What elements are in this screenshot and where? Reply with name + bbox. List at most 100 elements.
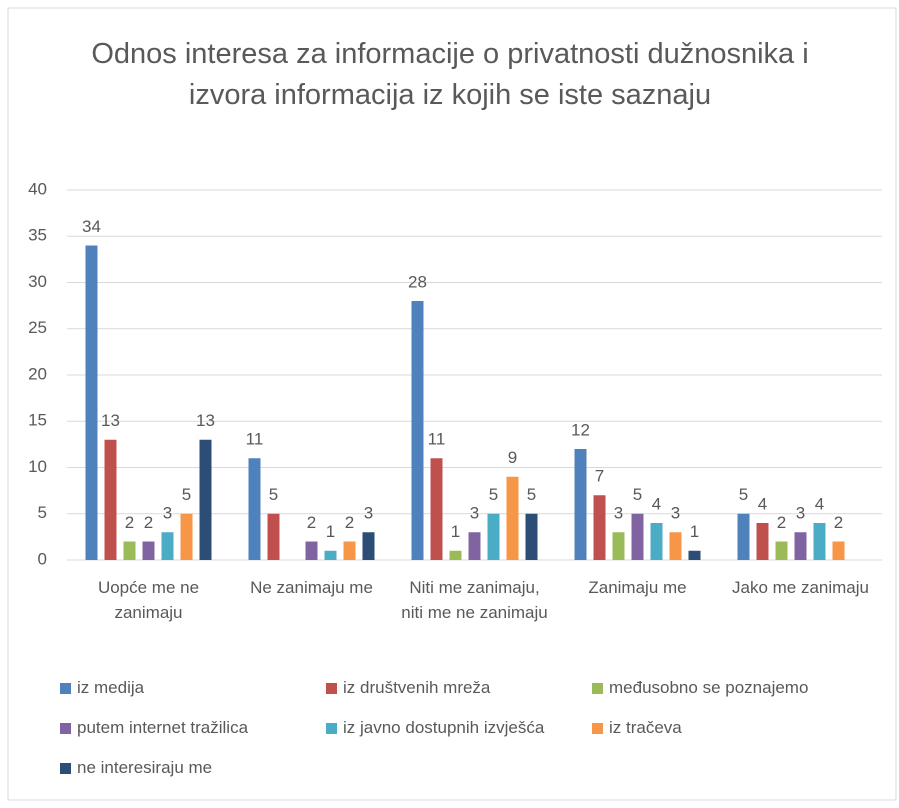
bar bbox=[123, 541, 136, 560]
data-label: 11 bbox=[246, 430, 264, 449]
legend-swatch bbox=[60, 722, 71, 734]
legend-item: iz medija bbox=[60, 668, 326, 708]
legend-swatch bbox=[592, 682, 603, 694]
legend-label: iz medija bbox=[77, 678, 145, 697]
data-label: 2 bbox=[125, 513, 134, 532]
data-label: 4 bbox=[815, 494, 824, 513]
legend-item: iz društvenih mreža bbox=[326, 668, 592, 708]
data-label: 3 bbox=[671, 504, 680, 523]
x-tick-label: Jako me zanimaju bbox=[731, 578, 869, 597]
chart-title: Odnos interesa za informacije o privatno… bbox=[91, 38, 809, 111]
legend-swatch bbox=[60, 682, 71, 694]
data-label: 28 bbox=[408, 272, 427, 291]
data-label: 2 bbox=[777, 513, 786, 532]
bar bbox=[756, 523, 769, 560]
data-label: 9 bbox=[508, 448, 517, 467]
data-label: 4 bbox=[758, 494, 767, 513]
bar bbox=[593, 495, 606, 560]
y-tick-label: 5 bbox=[38, 503, 47, 522]
y-tick-label: 30 bbox=[28, 272, 47, 291]
data-label: 34 bbox=[82, 217, 101, 236]
legend-swatch bbox=[326, 722, 337, 734]
bar bbox=[650, 523, 663, 560]
data-label: 3 bbox=[614, 504, 623, 523]
data-label: 5 bbox=[633, 485, 642, 504]
bar bbox=[449, 550, 462, 560]
chart-frame bbox=[7, 7, 897, 801]
legend-item: iz tračeva bbox=[592, 708, 858, 748]
x-tick-label: Uopće me ne zanimaju bbox=[97, 578, 200, 622]
y-tick-label: 20 bbox=[28, 364, 47, 383]
legend-label: međusobno se poznajemo bbox=[609, 678, 809, 697]
data-label: 5 bbox=[269, 485, 278, 504]
bar bbox=[631, 513, 644, 560]
legend-box: iz medija iz društvenih mreža međusobno se… bbox=[60, 668, 890, 788]
bar bbox=[142, 541, 155, 560]
bar bbox=[104, 439, 117, 560]
legend-label: ne interesiraju me bbox=[77, 758, 213, 777]
bar bbox=[180, 513, 193, 560]
data-label: 13 bbox=[196, 411, 215, 430]
x-tick-box: Uopće me ne zanimaju bbox=[97, 578, 200, 622]
data-label: 2 bbox=[144, 513, 153, 532]
bar bbox=[324, 550, 337, 560]
x-tick-box: Ne zanimaju me bbox=[250, 578, 373, 597]
bar bbox=[161, 532, 174, 560]
x-tick-label: Zanimaju me bbox=[588, 578, 687, 597]
data-label: 1 bbox=[451, 522, 460, 541]
bar bbox=[468, 532, 481, 560]
legend-label: iz društvenih mreža bbox=[343, 678, 491, 697]
data-label: 3 bbox=[796, 504, 805, 523]
bar bbox=[199, 439, 212, 560]
data-label: 5 bbox=[489, 485, 498, 504]
x-tick-label: Ne zanimaju me bbox=[250, 578, 373, 597]
legend-label: putem internet tražilica bbox=[77, 718, 249, 737]
legend-label: iz tračeva bbox=[609, 718, 682, 737]
bar bbox=[430, 458, 443, 560]
y-tick-label: 35 bbox=[28, 226, 47, 245]
legend-item: iz javno dostupnih izvješća bbox=[326, 708, 592, 748]
data-label: 3 bbox=[364, 504, 373, 523]
bar bbox=[832, 541, 845, 560]
bar bbox=[267, 513, 280, 560]
data-label: 11 bbox=[428, 430, 446, 449]
legend-swatch bbox=[60, 762, 71, 774]
x-tick-box: Jako me zanimaju bbox=[731, 578, 869, 597]
x-tick-box: Niti me zanimaju, niti me ne zanimaju bbox=[401, 578, 548, 622]
legend-item: međusobno se poznajemo bbox=[592, 668, 858, 708]
bar bbox=[737, 513, 750, 560]
bar bbox=[362, 532, 375, 560]
data-label: 3 bbox=[470, 504, 479, 523]
bar bbox=[506, 476, 519, 560]
data-label: 2 bbox=[307, 513, 316, 532]
y-tick-label: 40 bbox=[28, 179, 47, 198]
data-label: 7 bbox=[595, 467, 604, 486]
legend-label: iz javno dostupnih izvješća bbox=[343, 718, 545, 737]
bar bbox=[669, 532, 682, 560]
y-tick-label: 25 bbox=[28, 318, 47, 337]
bar bbox=[487, 513, 500, 560]
y-tick-label: 15 bbox=[28, 411, 47, 430]
y-tick-label: 0 bbox=[38, 549, 47, 568]
data-label: 3 bbox=[163, 504, 172, 523]
bar bbox=[85, 245, 98, 560]
bar bbox=[612, 532, 625, 560]
data-label: 2 bbox=[834, 513, 843, 532]
bar bbox=[525, 513, 538, 560]
legend: iz medija iz društvenih mreža međusobno se… bbox=[60, 668, 890, 788]
legend-item: ne interesiraju me bbox=[60, 748, 326, 788]
legend-swatch bbox=[326, 682, 337, 694]
legend-swatch bbox=[592, 722, 603, 734]
title-box: Odnos interesa za informacije o privatno… bbox=[91, 38, 809, 111]
bar bbox=[411, 301, 424, 560]
data-label: 13 bbox=[101, 411, 120, 430]
bar bbox=[248, 458, 261, 560]
data-label: 5 bbox=[739, 485, 748, 504]
x-tick-label: Niti me zanimaju, niti me ne zanimaju bbox=[401, 578, 548, 622]
bar bbox=[343, 541, 356, 560]
bar bbox=[688, 550, 701, 560]
bar bbox=[813, 523, 826, 560]
data-label: 12 bbox=[571, 420, 590, 439]
data-label: 2 bbox=[345, 513, 354, 532]
